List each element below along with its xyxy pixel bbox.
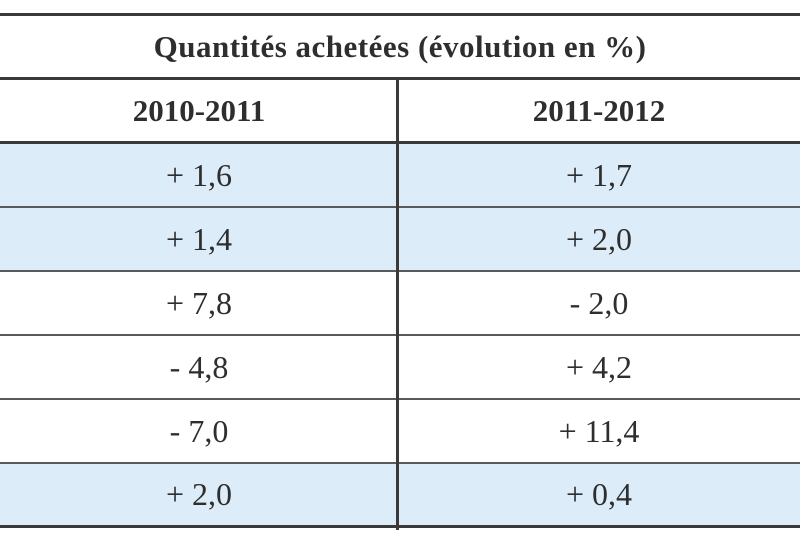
column-divider	[396, 80, 399, 530]
table-row: + 2,0 + 0,4	[0, 464, 800, 528]
table-title: Quantités achetées (évolution en %)	[0, 13, 800, 80]
table-cell: + 11,4	[558, 412, 640, 449]
table-row: - 4,8 + 4,2	[0, 336, 800, 400]
table-cell: - 7,0	[169, 412, 229, 449]
table-row: - 7,0 + 11,4	[0, 400, 800, 464]
table-cell: - 2,0	[569, 284, 629, 321]
table-cell: + 2,0	[565, 220, 633, 257]
table-row: + 1,4 + 2,0	[0, 208, 800, 272]
table-cell: - 4,8	[169, 348, 229, 385]
table-row: + 1,6 + 1,7	[0, 144, 800, 208]
table-cell: + 1,4	[165, 220, 233, 257]
table-cell: + 4,2	[565, 348, 633, 385]
table-row: + 7,8 - 2,0	[0, 272, 800, 336]
table-cell: + 1,7	[565, 156, 633, 193]
table-cell: + 7,8	[165, 284, 233, 321]
column-header-row: 2010-2011 2011-2012	[0, 80, 800, 144]
column-header-2011-2012: 2011-2012	[532, 92, 666, 128]
table-cell: + 2,0	[165, 476, 233, 512]
table-cell: + 1,6	[165, 156, 233, 193]
table-cell: + 0,4	[565, 476, 633, 512]
table-body: + 1,6 + 1,7 + 1,4 + 2,0 + 7,8 - 2,0 - 4,…	[0, 144, 800, 528]
column-header-2010-2011: 2010-2011	[132, 92, 266, 128]
